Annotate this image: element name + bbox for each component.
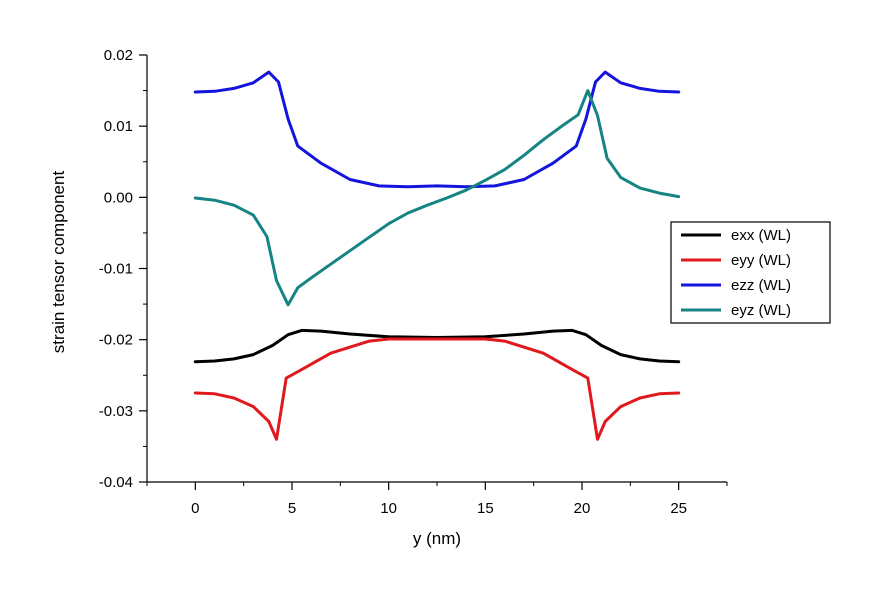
y-tick-label: -0.04 [99,474,133,491]
series-line-exx-wl [193,328,681,364]
x-tick-label: 20 [574,500,591,517]
legend-box [670,221,831,324]
legend-label: ezz (WL) [731,277,791,294]
legend: exx (WL) eyy (WL) ezz (WL) eyz (WL) [670,221,831,324]
x-tick-label: 10 [380,500,397,517]
axes [146,55,727,483]
legend-label: eyy (WL) [731,252,791,269]
x-axis-label: y (nm) [413,529,461,548]
series-layer [193,70,681,441]
y-tick-label: -0.02 [99,332,133,349]
y-tick-label: 0.01 [104,118,133,135]
x-tick-label: 0 [191,500,199,517]
x-tick-label: 5 [288,500,296,517]
ticks-layer: -0.04 -0.03 -0.02 -0.01 0.00 0.01 0.02 0 5 10 15 20… [99,47,728,517]
y-tick-label: 0.02 [104,47,133,64]
y-tick-label: -0.03 [99,403,133,420]
x-tick-label: 15 [477,500,494,517]
x-tick-label: 25 [670,500,687,517]
legend-label: exx (WL) [731,227,791,244]
y-tick-label: -0.01 [99,261,133,278]
series-line-eyz-wl [193,89,681,307]
y-axis-label: strain tensor component [49,171,68,354]
y-tick-label: 0.00 [104,189,133,206]
series-line-eyy-wl [193,337,681,441]
series-line-ezz-wl [193,70,681,189]
legend-label: eyz (WL) [731,302,791,319]
